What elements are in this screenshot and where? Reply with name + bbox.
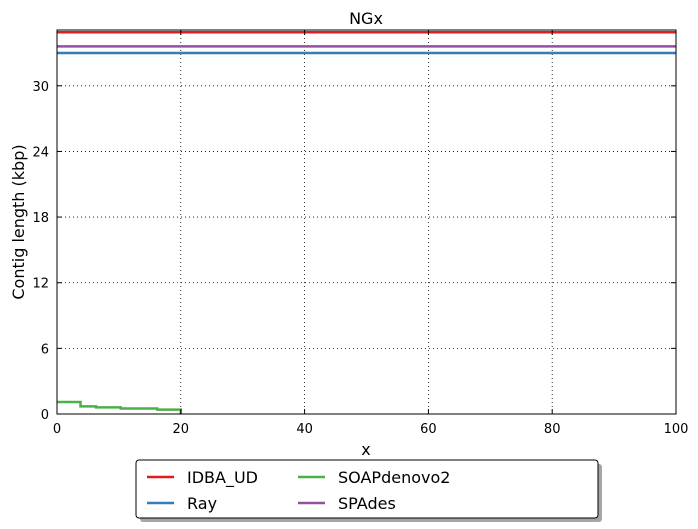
plot-frame — [56, 29, 677, 415]
x-tick-label: 20 — [173, 422, 190, 437]
x-axis-label: x — [361, 440, 370, 459]
x-tick-label: 80 — [544, 422, 561, 437]
x-tick-label: 40 — [296, 422, 313, 437]
y-tick-label: 12 — [32, 277, 49, 292]
y-tick-label: 6 — [41, 342, 49, 357]
x-tick-label: 60 — [420, 422, 437, 437]
legend-label-idba-ud: IDBA_UD — [187, 468, 258, 488]
legend-label-spades: SPAdes — [338, 494, 396, 513]
y-tick-label: 0 — [41, 408, 49, 423]
y-axis-label: Contig length (kbp) — [9, 144, 28, 299]
x-tick-label: 0 — [53, 422, 61, 437]
y-tick-label: 18 — [32, 211, 49, 226]
chart-title: NGx — [349, 9, 383, 28]
legend-box — [135, 459, 599, 519]
y-tick-label: 24 — [32, 145, 49, 160]
series-layer — [57, 30, 676, 414]
legend: IDBA_UD Ray SOAPdenovo2 SPAdes — [135, 459, 599, 519]
ticks: 0 20 40 60 80 100 0 6 12 18 24 30 — [32, 30, 688, 437]
legend-label-soapdenovo2: SOAPdenovo2 — [338, 468, 450, 487]
series-line-soapdenovo2 — [57, 400, 183, 414]
x-tick-label: 100 — [664, 422, 689, 437]
grid — [57, 30, 676, 414]
legend-label-ray: Ray — [187, 494, 217, 513]
y-tick-label: 30 — [32, 80, 49, 95]
